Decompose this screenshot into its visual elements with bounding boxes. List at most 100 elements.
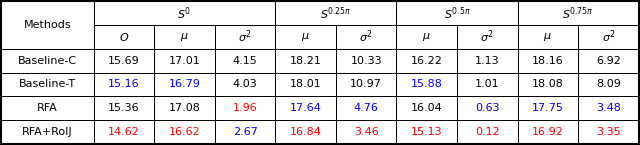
Text: 10.97: 10.97: [350, 79, 382, 89]
Bar: [396, 49, 457, 72]
Bar: [154, 72, 215, 96]
Bar: [396, 120, 457, 144]
Bar: [215, 25, 275, 49]
Bar: [94, 1, 275, 25]
Bar: [215, 120, 275, 144]
Text: 3.35: 3.35: [596, 127, 621, 137]
Bar: [336, 96, 396, 120]
Bar: [275, 72, 336, 96]
Bar: [275, 96, 336, 120]
Text: 17.75: 17.75: [532, 103, 564, 113]
Bar: [275, 49, 336, 72]
Bar: [578, 120, 639, 144]
Bar: [94, 120, 154, 144]
Bar: [518, 96, 578, 120]
Bar: [215, 49, 275, 72]
Text: 16.04: 16.04: [411, 103, 443, 113]
Bar: [215, 96, 275, 120]
Bar: [396, 72, 457, 96]
Bar: [154, 96, 215, 120]
Text: 0.12: 0.12: [475, 127, 500, 137]
Text: $\sigma^2$: $\sigma^2$: [359, 29, 373, 45]
Text: 10.33: 10.33: [350, 56, 382, 66]
Text: $O$: $O$: [119, 31, 129, 43]
Text: Baseline-C: Baseline-C: [18, 56, 77, 66]
Bar: [94, 96, 154, 120]
Text: 17.01: 17.01: [169, 56, 200, 66]
Bar: [1, 72, 94, 96]
Text: 18.21: 18.21: [290, 56, 321, 66]
Text: 16.92: 16.92: [532, 127, 564, 137]
Text: 4.03: 4.03: [233, 79, 257, 89]
Bar: [396, 1, 518, 25]
Bar: [336, 25, 396, 49]
Text: 17.08: 17.08: [169, 103, 200, 113]
Text: 16.22: 16.22: [411, 56, 443, 66]
Text: Methods: Methods: [24, 20, 72, 30]
Text: 1.01: 1.01: [475, 79, 500, 89]
Text: 2.67: 2.67: [233, 127, 257, 137]
Text: 6.92: 6.92: [596, 56, 621, 66]
Text: 15.13: 15.13: [411, 127, 442, 137]
Text: $S^{0.25\pi}$: $S^{0.25\pi}$: [320, 5, 352, 22]
Text: 18.01: 18.01: [290, 79, 321, 89]
Bar: [154, 49, 215, 72]
Bar: [518, 25, 578, 49]
Bar: [336, 72, 396, 96]
Text: 3.48: 3.48: [596, 103, 621, 113]
Text: 8.09: 8.09: [596, 79, 621, 89]
Bar: [154, 120, 215, 144]
Text: 15.36: 15.36: [108, 103, 140, 113]
Text: 3.46: 3.46: [354, 127, 379, 137]
Text: 1.13: 1.13: [475, 56, 500, 66]
Bar: [578, 96, 639, 120]
Text: 4.76: 4.76: [354, 103, 379, 113]
Bar: [275, 1, 396, 25]
Text: RFA: RFA: [37, 103, 58, 113]
Bar: [1, 96, 94, 120]
Text: $\sigma^2$: $\sigma^2$: [481, 29, 494, 45]
Text: Baseline-T: Baseline-T: [19, 79, 76, 89]
Text: 17.64: 17.64: [290, 103, 321, 113]
Text: $\mu$: $\mu$: [422, 31, 431, 43]
Text: $\mu$: $\mu$: [180, 31, 189, 43]
Text: 15.16: 15.16: [108, 79, 140, 89]
Bar: [215, 72, 275, 96]
Bar: [396, 25, 457, 49]
Text: $S^0$: $S^0$: [177, 5, 192, 22]
Bar: [336, 120, 396, 144]
Text: $\sigma^2$: $\sigma^2$: [602, 29, 615, 45]
Text: $S^{0.5\pi}$: $S^{0.5\pi}$: [444, 5, 470, 22]
Text: 4.15: 4.15: [233, 56, 257, 66]
Bar: [457, 25, 518, 49]
Text: 14.62: 14.62: [108, 127, 140, 137]
Bar: [518, 72, 578, 96]
Text: 15.88: 15.88: [411, 79, 443, 89]
Text: 16.79: 16.79: [169, 79, 200, 89]
Bar: [457, 120, 518, 144]
Bar: [578, 49, 639, 72]
Bar: [457, 49, 518, 72]
Text: RFA+RoIJ: RFA+RoIJ: [22, 127, 73, 137]
Bar: [518, 1, 639, 25]
Bar: [457, 96, 518, 120]
Text: 1.96: 1.96: [233, 103, 257, 113]
Text: $\mu$: $\mu$: [543, 31, 552, 43]
Bar: [275, 120, 336, 144]
Bar: [578, 25, 639, 49]
Text: 16.84: 16.84: [290, 127, 321, 137]
Bar: [457, 72, 518, 96]
Bar: [518, 120, 578, 144]
Text: $\sigma^2$: $\sigma^2$: [238, 29, 252, 45]
Text: 18.16: 18.16: [532, 56, 564, 66]
Bar: [578, 72, 639, 96]
Text: $\mu$: $\mu$: [301, 31, 310, 43]
Bar: [154, 25, 215, 49]
Bar: [1, 120, 94, 144]
Bar: [396, 96, 457, 120]
Bar: [94, 25, 154, 49]
Bar: [1, 1, 94, 49]
Text: $S^{0.75\pi}$: $S^{0.75\pi}$: [563, 5, 594, 22]
Bar: [275, 25, 336, 49]
Text: 16.62: 16.62: [169, 127, 200, 137]
